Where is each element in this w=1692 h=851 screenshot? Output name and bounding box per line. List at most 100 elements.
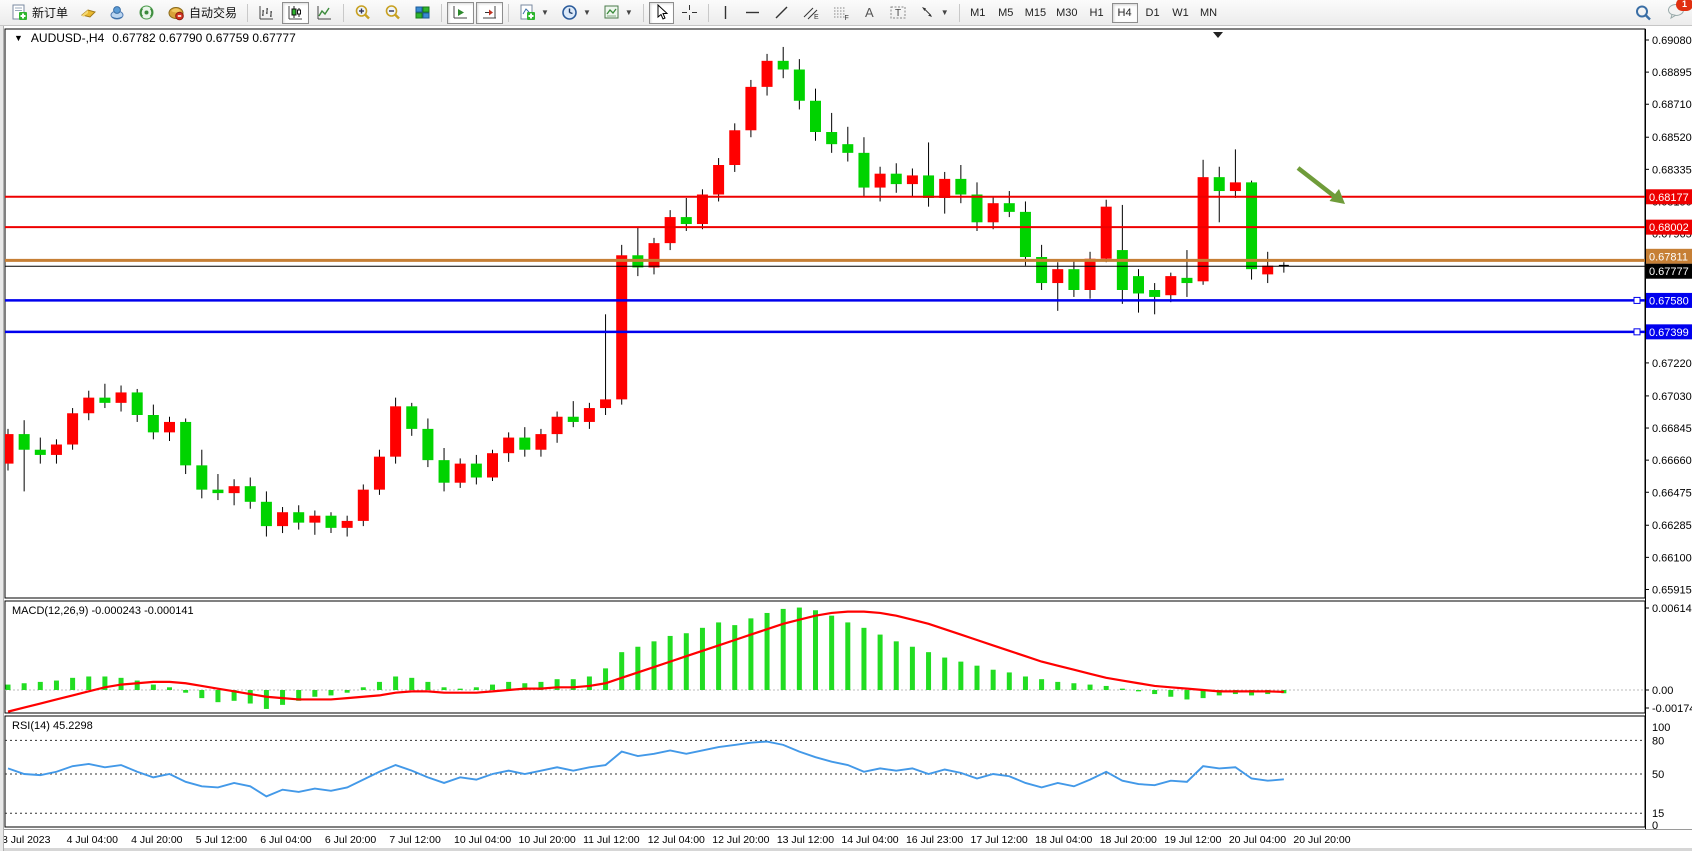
candle-body [487, 453, 498, 478]
candle-body [939, 178, 951, 198]
crosshair-button[interactable] [676, 2, 703, 24]
price-axis-label: 0.67030 [1652, 391, 1692, 403]
cursor-icon [654, 4, 669, 21]
svg-text:E: E [814, 14, 819, 21]
line-handle[interactable] [1633, 296, 1641, 304]
fibonacci-button[interactable]: F [827, 2, 855, 24]
toolbar-separator [343, 3, 345, 22]
macd-histogram-bar [1184, 690, 1190, 700]
notification-badge: 1 [1676, 0, 1692, 11]
horizontal-line-button[interactable] [739, 2, 766, 24]
chart-shift-marker[interactable] [1213, 32, 1223, 38]
timeframe-h4[interactable]: H4 [1111, 2, 1138, 23]
line-chart-button[interactable] [311, 2, 338, 24]
macd-histogram-bar [861, 627, 867, 690]
sell-arrow[interactable] [1296, 166, 1345, 204]
trendline-button[interactable] [768, 2, 795, 24]
rsi-series [5, 739, 1645, 814]
macd-histogram-bar [877, 634, 883, 690]
tile-windows-button[interactable] [409, 2, 436, 24]
timeframe-h1[interactable]: H1 [1084, 3, 1110, 23]
timeframe-m30[interactable]: M30 [1052, 3, 1081, 23]
macd-histogram-bar [926, 652, 932, 690]
auto-scroll-icon [452, 4, 469, 21]
templates-button[interactable]: ▼ [598, 2, 638, 24]
line-handle[interactable] [1633, 328, 1641, 336]
candle-body [1019, 211, 1031, 258]
macd-histogram-bar [1216, 690, 1222, 696]
new-order-button[interactable]: 新订单 [6, 2, 73, 24]
macd-histogram-bar [845, 622, 851, 690]
periods-button[interactable]: ▼ [556, 2, 596, 24]
dropdown-caret-icon: ▼ [940, 8, 949, 17]
candle-body [293, 512, 305, 523]
zoom-out-button[interactable] [379, 2, 407, 24]
arrow-objects-button[interactable]: ▼ [914, 2, 954, 24]
candle-body [341, 520, 353, 528]
search-button[interactable] [1629, 2, 1657, 24]
time-axis-label: 3 Jul 2023 [2, 834, 51, 846]
main-pane[interactable] [4, 28, 1646, 599]
text-label-button[interactable]: T [884, 2, 912, 24]
chart-canvas[interactable]: 0.69080 0.68895 0.68710 0.68520 0.68335 0.681… [0, 26, 1692, 851]
timeframe-mn[interactable]: MN [1196, 3, 1222, 23]
data-window-button[interactable] [104, 2, 131, 24]
auto-trading-button[interactable]: 自动交易 [162, 2, 242, 24]
candle-body [99, 397, 111, 403]
rsi-pane[interactable] [4, 715, 1646, 828]
candlestick-chart-button[interactable] [282, 1, 310, 24]
price-tag-label: 0.67580 [1649, 295, 1689, 307]
arrow-objects-icon [919, 4, 936, 21]
timeframe-d1[interactable]: D1 [1140, 3, 1166, 23]
macd-histogram-bar [1022, 676, 1028, 690]
macd-histogram-bar [70, 677, 76, 690]
svg-text:A: A [865, 5, 874, 20]
rsi-line [7, 740, 1284, 798]
chart-shift-button[interactable] [476, 1, 504, 24]
fibonacci-icon: F [832, 4, 850, 21]
signals-button[interactable] [133, 2, 160, 24]
zoom-in-icon [354, 4, 372, 21]
candle-body [1197, 177, 1209, 282]
candle-body [664, 217, 676, 244]
macd-histogram-bar [1087, 684, 1093, 690]
bar-chart-button[interactable] [253, 2, 280, 24]
chart-dropdown-icon[interactable]: ▼ [14, 33, 23, 43]
price-axis-label: 0.68895 [1652, 67, 1692, 79]
vertical-line-button[interactable] [714, 2, 737, 24]
candle-body [50, 444, 62, 455]
timeframe-m15[interactable]: M15 [1021, 3, 1050, 23]
chat-button[interactable]: 1 [1667, 0, 1692, 25]
macd-histogram-bar [1071, 683, 1077, 690]
candle-body [1181, 277, 1193, 284]
candle-body [357, 489, 369, 521]
macd-histogram-bar [296, 690, 302, 701]
macd-histogram-bar [764, 612, 770, 690]
line-chart-icon [316, 4, 333, 21]
price-tag [1646, 248, 1692, 264]
candle-body [1084, 258, 1096, 290]
equidistant-channel-button[interactable]: E [797, 2, 825, 24]
timeframe-m5[interactable]: M5 [993, 3, 1019, 23]
candle-body [164, 421, 175, 433]
price-axis-label: 0.67220 [1652, 358, 1692, 370]
timeframe-w1[interactable]: W1 [1168, 3, 1194, 23]
macd-histogram-bar [732, 625, 738, 690]
candle-body [83, 397, 95, 414]
text-button[interactable]: A [857, 2, 882, 24]
indicators-button[interactable]: ▼ [514, 2, 554, 24]
macd-histogram-bar [538, 681, 544, 690]
cursor-button[interactable] [648, 1, 674, 24]
macd-histogram-bar [360, 687, 366, 690]
macd-histogram-bar [554, 679, 560, 690]
macd-histogram-bar [376, 681, 382, 690]
macd-pane[interactable] [4, 600, 1646, 714]
auto-scroll-button[interactable] [447, 1, 475, 24]
zoom-in-button[interactable] [349, 2, 377, 24]
timeframe-m1[interactable]: M1 [965, 3, 991, 23]
candle-body [616, 255, 628, 400]
macd-histogram-bar [37, 681, 43, 690]
candle-body [1133, 276, 1144, 294]
price-axis-label: 0.65915 [1652, 584, 1692, 596]
market-watch-button[interactable] [75, 2, 102, 24]
